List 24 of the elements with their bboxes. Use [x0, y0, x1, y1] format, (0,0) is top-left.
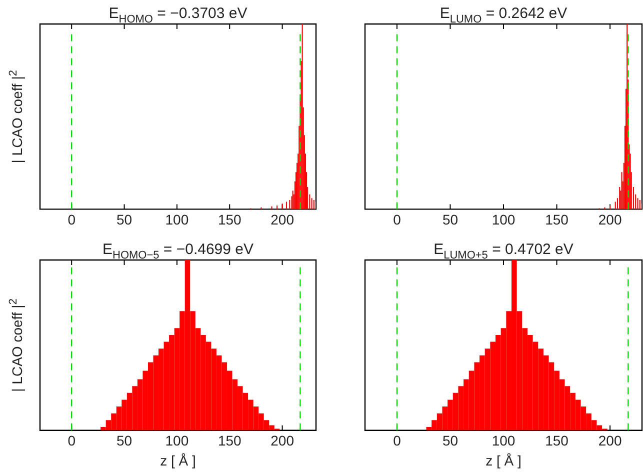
x-tick-label: 50: [116, 211, 132, 228]
y-axis-title: | LCAO coeff |2: [7, 298, 25, 392]
x-tick-label: 0: [68, 432, 76, 449]
x-tick-label: 0: [393, 211, 402, 228]
x-tick-label: 100: [165, 211, 189, 228]
x-tick-label: 200: [270, 432, 294, 449]
x-axis-title: z [ Å ]: [160, 452, 196, 468]
x-tick-label: 150: [218, 432, 242, 449]
x-tick-label: 0: [393, 432, 402, 449]
y-axis-title: | LCAO coeff |2: [7, 70, 25, 164]
x-tick-label: 150: [218, 211, 242, 228]
x-tick-label: 50: [442, 211, 458, 228]
x-tick-label: 100: [165, 432, 189, 449]
x-tick-label: 100: [492, 211, 516, 228]
x-tick-label: 200: [598, 432, 622, 449]
x-tick-label: 150: [545, 211, 569, 228]
x-axis-title: z [ Å ]: [486, 452, 522, 468]
x-tick-label: 50: [116, 432, 132, 449]
x-tick-label: 100: [492, 432, 516, 449]
x-tick-label: 200: [598, 211, 622, 228]
x-tick-label: 0: [68, 211, 76, 228]
x-tick-label: 150: [545, 432, 569, 449]
x-tick-label: 200: [270, 211, 294, 228]
x-tick-label: 50: [442, 432, 458, 449]
